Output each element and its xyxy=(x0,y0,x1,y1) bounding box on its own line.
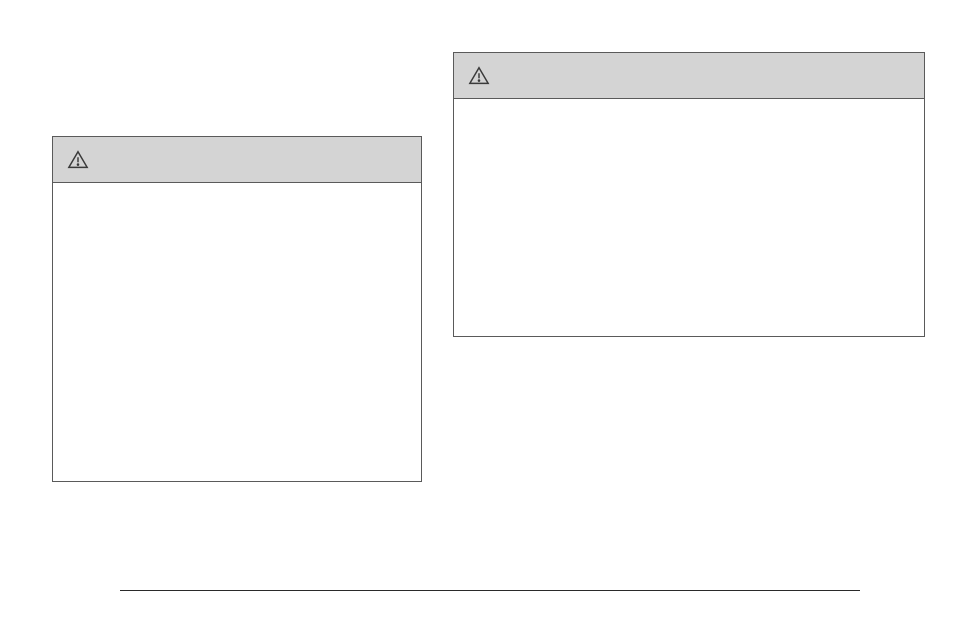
warning-box-header xyxy=(53,137,421,183)
warning-box-header xyxy=(454,53,924,99)
horizontal-divider xyxy=(120,590,860,591)
warning-triangle-icon xyxy=(468,65,490,87)
warning-box-left xyxy=(52,136,422,482)
warning-box-right xyxy=(453,52,925,337)
warning-triangle-icon xyxy=(67,149,89,171)
